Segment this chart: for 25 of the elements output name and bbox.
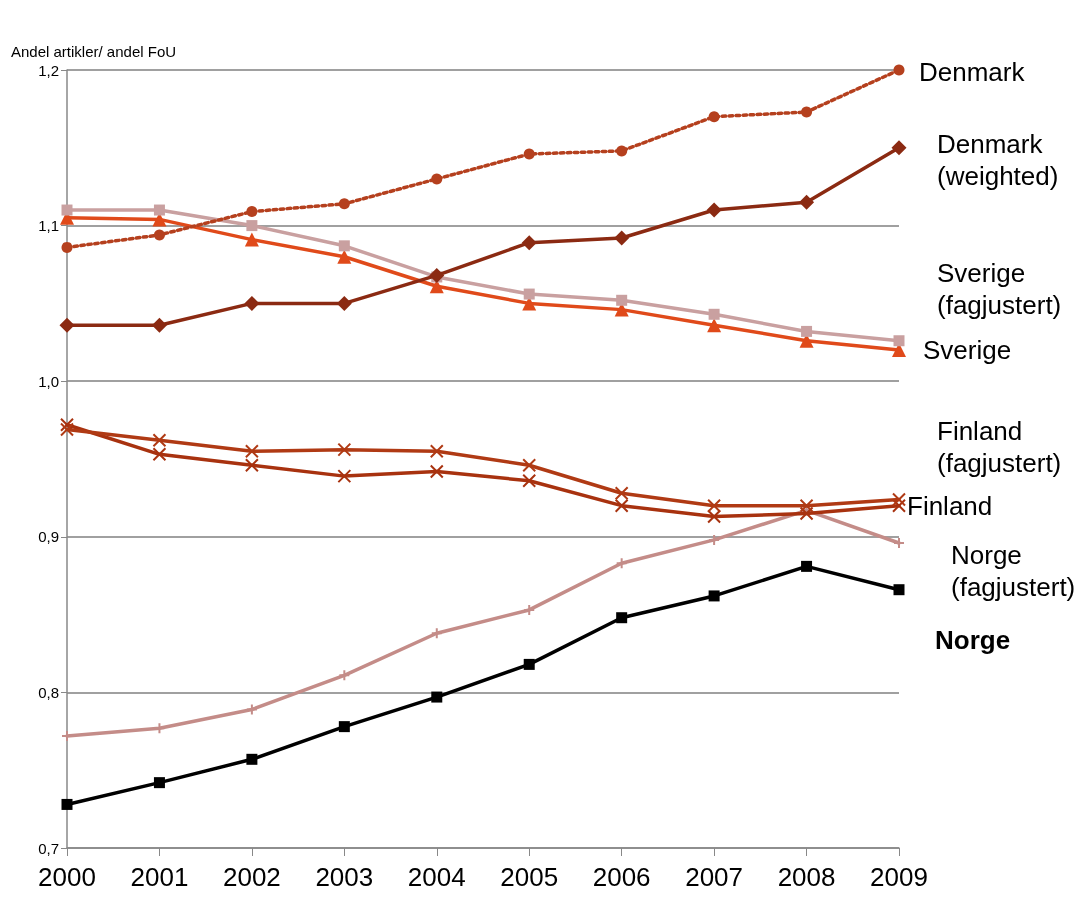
x-tick-label: 2007 <box>685 862 744 892</box>
x-tick-label: 2002 <box>222 862 281 892</box>
series-label: Denmark <box>919 57 1026 87</box>
y-tick-label: 1,1 <box>38 217 59 235</box>
y-tick-label: 1,0 <box>38 372 59 390</box>
series-label: Finland (fagjustert) <box>937 416 1062 479</box>
x-tick-label: 2006 <box>592 862 651 892</box>
series-label: Norge (fagjustert) <box>951 540 1076 603</box>
x-tick-label: 2001 <box>130 862 189 892</box>
x-tick-label: 2004 <box>407 862 466 892</box>
x-tick-label: 2009 <box>870 862 928 892</box>
series-label: Denmark (weighted) <box>937 128 1059 191</box>
series-label: Sverige (fagjustert) <box>937 257 1062 320</box>
y-tick-label: 0,8 <box>38 683 59 701</box>
y-tick-label: 1,2 <box>38 61 59 79</box>
y-axis-title: Andel artikler/ andel FoU <box>11 42 177 60</box>
series-label: Finland <box>907 490 993 521</box>
x-tick-label: 2000 <box>38 862 96 892</box>
x-tick-label: 2005 <box>500 862 559 892</box>
y-tick-label: 0,7 <box>38 839 59 857</box>
series-label: Sverige <box>923 335 1012 366</box>
series-label: Norge <box>935 624 1011 655</box>
y-tick-label: 0,9 <box>38 528 59 546</box>
x-tick-label: 2008 <box>777 862 836 892</box>
x-tick-label: 2003 <box>315 862 374 892</box>
